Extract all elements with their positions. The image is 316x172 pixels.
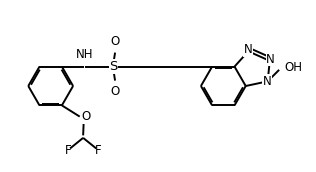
Text: F: F xyxy=(65,144,71,157)
Text: NH: NH xyxy=(76,48,93,61)
Text: N: N xyxy=(244,44,252,56)
Text: O: O xyxy=(111,35,120,48)
Text: OH: OH xyxy=(284,61,302,74)
Text: S: S xyxy=(109,60,118,73)
Text: N: N xyxy=(266,53,275,66)
Text: O: O xyxy=(111,85,120,98)
Text: O: O xyxy=(81,110,90,123)
Text: F: F xyxy=(95,144,101,157)
Text: N: N xyxy=(263,75,271,88)
